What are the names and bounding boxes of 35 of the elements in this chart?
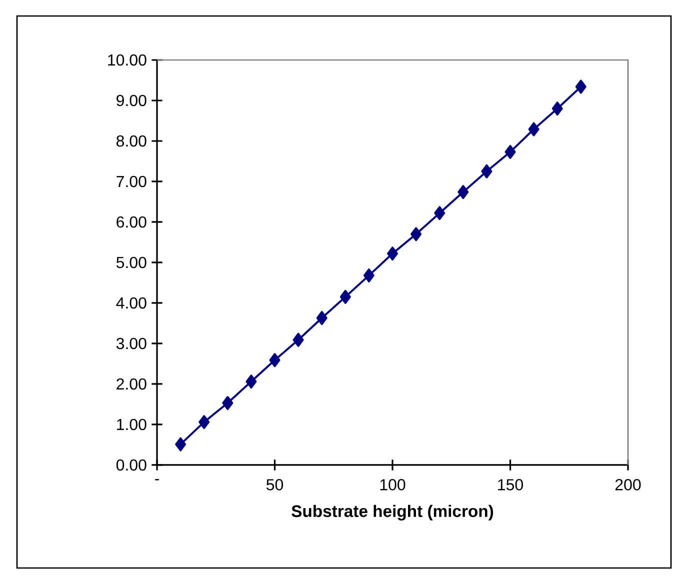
y-tick-label: 0.00 — [116, 459, 146, 471]
x-tick-label: 50 — [266, 479, 284, 490]
point — [481, 164, 492, 178]
y-tick-label: 1.00 — [117, 418, 146, 430]
x-tick-label: 150 — [498, 479, 523, 490]
point — [222, 396, 234, 410]
point — [246, 374, 257, 389]
point — [552, 102, 563, 116]
point — [316, 310, 328, 325]
y-tick-label: 2.00 — [116, 378, 146, 390]
y-tick-label: 4.00 — [116, 297, 146, 309]
y-tick-label: 3.00 — [116, 338, 146, 350]
point — [504, 144, 516, 159]
x-tick-label: 200 — [615, 479, 641, 490]
y-tick-label: 10.00 — [108, 54, 146, 66]
y-tick-label: 7.00 — [116, 176, 146, 188]
y-tick-label: 6.00 — [116, 216, 146, 228]
y-tick-label: 8.00 — [116, 135, 146, 147]
point — [387, 246, 398, 261]
x-tick-label: - — [155, 479, 159, 480]
y-tick-label: 5.00 — [116, 256, 146, 268]
point — [340, 290, 351, 304]
point — [410, 227, 422, 242]
point — [575, 80, 586, 94]
point — [434, 206, 446, 220]
y-tick-label: 9.00 — [116, 94, 146, 106]
point — [363, 268, 374, 282]
x-tick-label: 100 — [380, 479, 406, 490]
point — [198, 415, 210, 430]
x-axis-title: Substrate height (micron) — [292, 504, 494, 520]
point — [528, 122, 540, 136]
point — [175, 437, 186, 452]
point — [458, 185, 469, 200]
point — [269, 353, 280, 368]
point — [292, 332, 304, 347]
